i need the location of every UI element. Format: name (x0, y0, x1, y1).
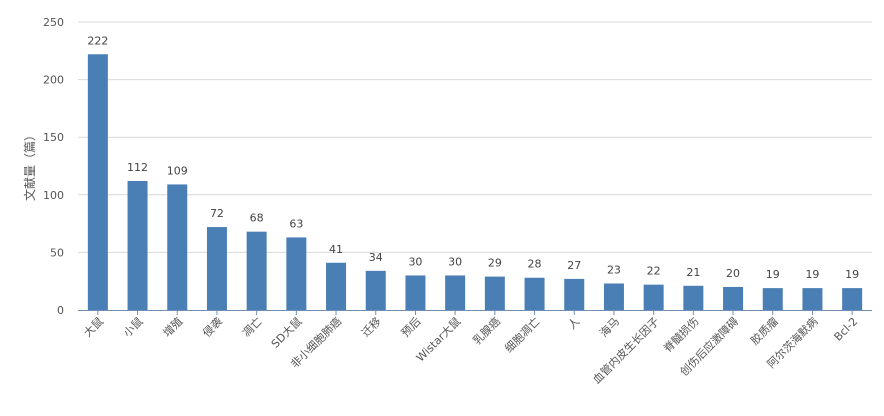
x-axis-category-labels: 大鼠 小鼠 增殖 侵袭 凋亡 SD大鼠非小细胞肺癌 迁移 预后Wistar大鼠 乳腺癌 细胞凋亡人… (81, 314, 861, 386)
x-axis (78, 310, 872, 315)
data-label: 19 (845, 268, 859, 281)
x-category-label: 细胞凋亡 (502, 314, 543, 355)
x-category-label: 大鼠 (81, 314, 106, 339)
data-label: 29 (488, 257, 502, 270)
bar (564, 278, 585, 310)
x-category-label: Bcl-2 (832, 315, 861, 344)
data-label: 23 (607, 264, 621, 277)
y-tick-label: 100 (43, 189, 64, 202)
bar (127, 180, 148, 310)
bar (603, 283, 624, 310)
bar (405, 275, 426, 310)
data-label: 22 (647, 265, 661, 278)
data-label: 112 (127, 161, 148, 174)
data-label: 34 (369, 251, 383, 264)
x-category-label: 血管内皮生长因子 (590, 314, 662, 386)
y-axis-ticks: 0 50 100 150 200 250 (43, 16, 64, 317)
data-label: 63 (289, 217, 303, 230)
bar (484, 276, 505, 310)
bar (365, 270, 386, 310)
x-category-label: 人 (565, 315, 582, 332)
bar-series (87, 54, 863, 311)
data-label: 30 (448, 255, 462, 268)
bar (683, 285, 704, 310)
data-label: 21 (686, 266, 700, 279)
y-tick-label: 0 (57, 304, 64, 317)
data-label: 30 (408, 255, 422, 268)
y-tick-label: 250 (43, 16, 64, 29)
grid-lines (78, 21, 872, 253)
x-category-label: 小鼠 (120, 314, 145, 339)
bar (286, 237, 307, 310)
data-label: 19 (766, 268, 780, 281)
bar (326, 262, 347, 310)
data-label: 72 (210, 207, 224, 220)
data-label: 109 (167, 164, 188, 177)
data-label: 27 (567, 259, 581, 272)
y-axis-title: 文献量（篇） (22, 129, 37, 201)
bar (206, 227, 227, 310)
bar (643, 284, 664, 310)
data-labels: 222 112 109 72 68 63 41 34 30 30 29 28 27 23 22 21 20 19 1… (87, 34, 859, 281)
y-tick-label: 150 (43, 131, 64, 144)
x-category-label: 凋亡 (239, 314, 264, 339)
bar (842, 288, 863, 310)
bar (246, 231, 267, 310)
x-category-label: 海马 (597, 314, 622, 339)
x-category-label: 脊髓损伤 (660, 314, 701, 355)
x-category-label: 迁移 (359, 315, 384, 340)
bar (762, 288, 783, 310)
data-label: 68 (250, 212, 264, 225)
x-category-label: 乳腺癌 (470, 314, 503, 347)
bar (524, 277, 545, 310)
x-category-label: SD大鼠 (268, 314, 304, 350)
y-tick-label: 200 (43, 74, 64, 87)
bar (723, 286, 744, 310)
data-label: 20 (726, 267, 740, 280)
bar (87, 54, 108, 311)
x-category-label: 胶质瘤 (748, 314, 781, 347)
data-label: 28 (528, 258, 542, 271)
bar (167, 184, 188, 310)
data-label: 19 (805, 268, 819, 281)
bar (445, 275, 466, 310)
data-label: 222 (87, 34, 108, 47)
x-category-label: 侵袭 (200, 314, 225, 339)
bar (802, 288, 823, 310)
data-label: 41 (329, 243, 343, 256)
x-category-label: 预后 (399, 315, 424, 340)
y-tick-label: 50 (50, 246, 64, 259)
x-category-label: 增殖 (160, 314, 185, 339)
